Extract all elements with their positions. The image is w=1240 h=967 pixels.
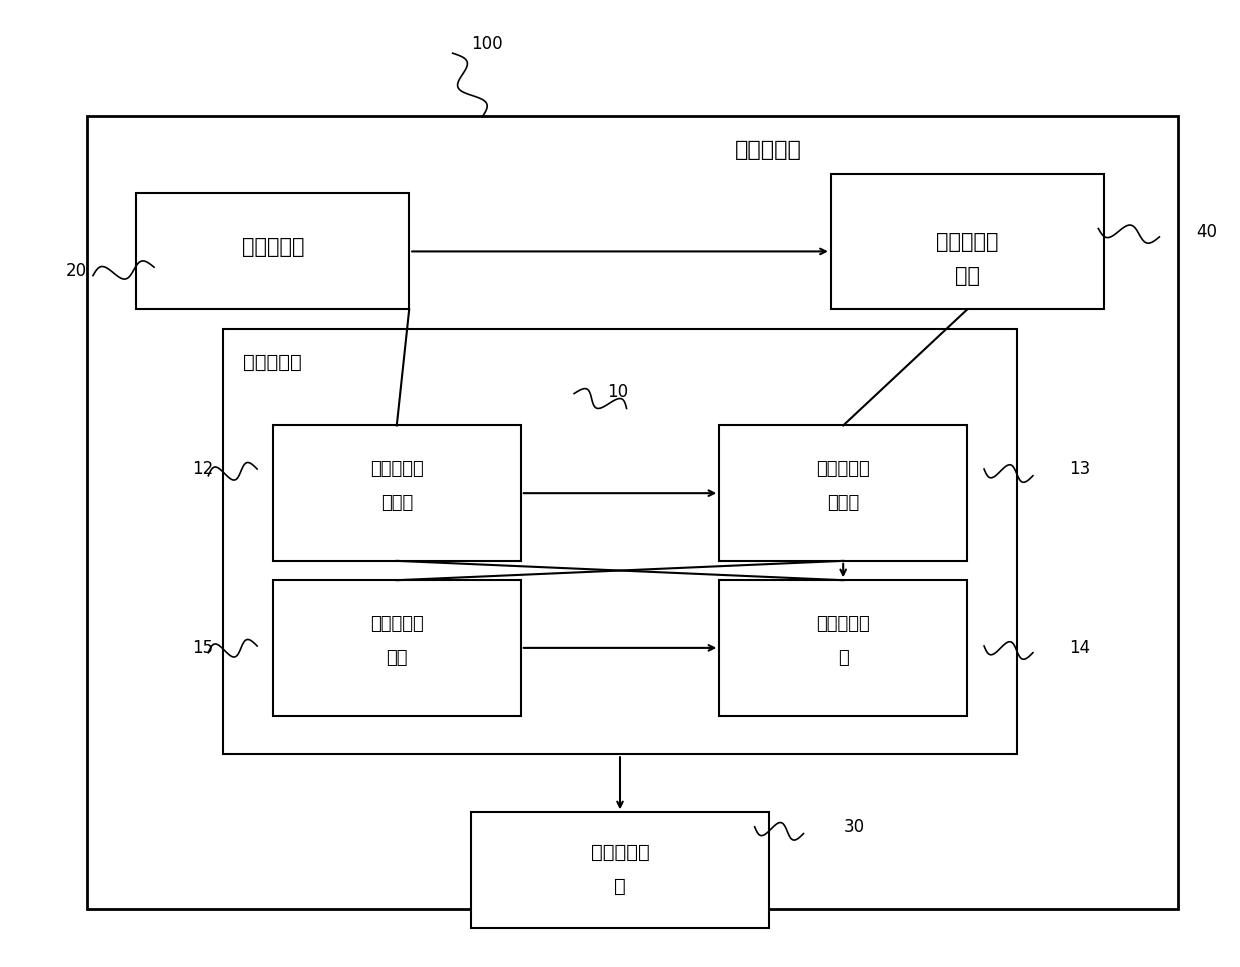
FancyBboxPatch shape bbox=[719, 425, 967, 561]
Text: 速器: 速器 bbox=[955, 266, 980, 285]
Text: 飞行方向获: 飞行方向获 bbox=[370, 460, 424, 478]
FancyBboxPatch shape bbox=[273, 425, 521, 561]
FancyBboxPatch shape bbox=[223, 329, 1017, 754]
Text: 40: 40 bbox=[1197, 223, 1218, 241]
Text: 13: 13 bbox=[1069, 460, 1090, 478]
Text: 取单元: 取单元 bbox=[381, 494, 413, 512]
Text: 块: 块 bbox=[838, 649, 848, 666]
Text: 惯性测量单: 惯性测量单 bbox=[590, 843, 650, 863]
FancyBboxPatch shape bbox=[831, 174, 1104, 309]
Text: 角度计算模: 角度计算模 bbox=[816, 615, 870, 632]
Text: 20: 20 bbox=[66, 262, 87, 279]
FancyBboxPatch shape bbox=[136, 193, 409, 309]
Text: 30: 30 bbox=[843, 818, 864, 835]
Text: 14: 14 bbox=[1069, 639, 1090, 657]
Text: 检测方向获: 检测方向获 bbox=[816, 460, 870, 478]
FancyBboxPatch shape bbox=[719, 580, 967, 716]
Text: 检测传感器: 检测传感器 bbox=[242, 237, 304, 256]
Text: 模块: 模块 bbox=[386, 649, 408, 666]
Text: 15: 15 bbox=[192, 639, 213, 657]
FancyBboxPatch shape bbox=[87, 116, 1178, 909]
Text: 第一电子调: 第一电子调 bbox=[936, 232, 998, 251]
Text: 取单元: 取单元 bbox=[827, 494, 859, 512]
Text: 元: 元 bbox=[614, 877, 626, 896]
FancyBboxPatch shape bbox=[273, 580, 521, 716]
Text: 飞行控制器: 飞行控制器 bbox=[243, 353, 303, 372]
Text: 10: 10 bbox=[608, 383, 629, 400]
Text: 无人飞行器: 无人飞行器 bbox=[735, 140, 802, 160]
FancyBboxPatch shape bbox=[471, 812, 769, 928]
Text: 12: 12 bbox=[192, 460, 213, 478]
Text: 100: 100 bbox=[471, 35, 503, 52]
Text: 传感器调整: 传感器调整 bbox=[370, 615, 424, 632]
